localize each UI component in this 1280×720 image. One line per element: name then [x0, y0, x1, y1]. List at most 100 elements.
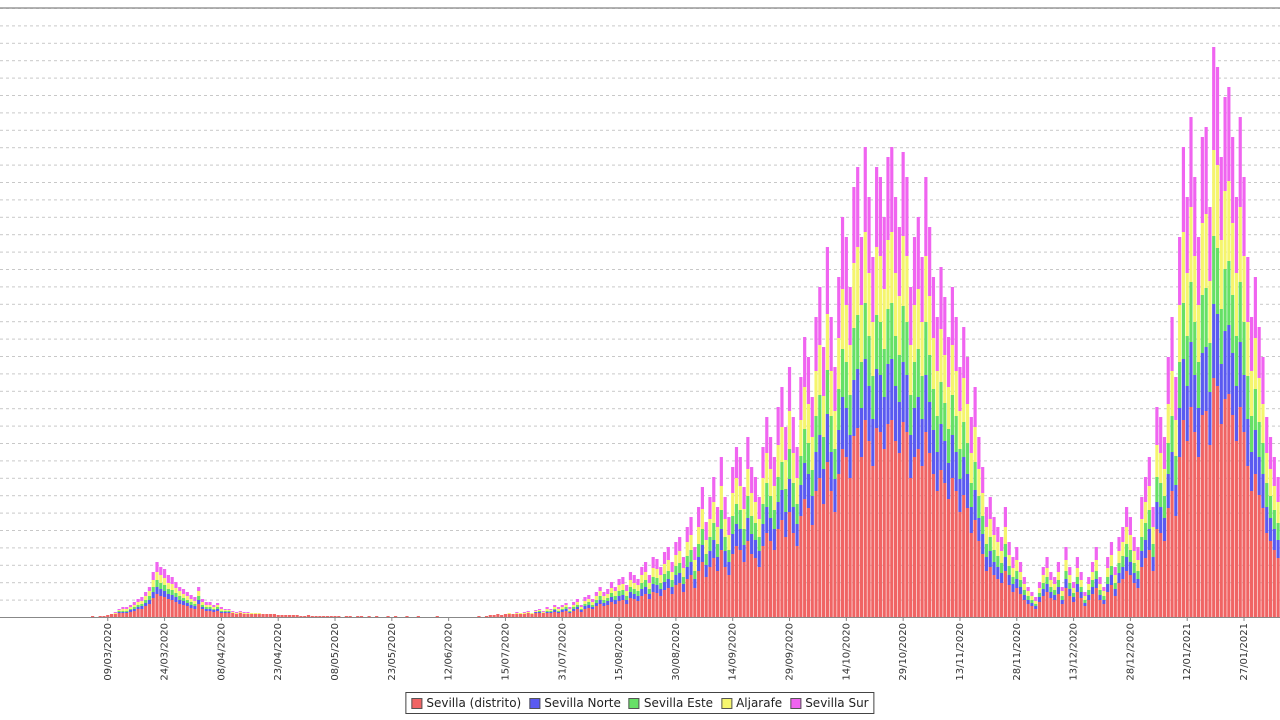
bar-segment	[1143, 523, 1148, 540]
bar-segment	[803, 337, 807, 387]
bar-segment	[636, 585, 640, 591]
bar-segment	[1159, 417, 1163, 453]
bar-segment	[125, 609, 129, 611]
bar-segment	[662, 582, 667, 590]
bar-segment	[962, 422, 966, 457]
bar-segment	[216, 609, 220, 611]
bar-segment	[579, 610, 583, 612]
bar-segment	[337, 616, 341, 617]
bar-segment	[825, 370, 829, 414]
bar-segment	[1007, 542, 1011, 555]
bar-segment	[1151, 527, 1155, 544]
bar-segment	[814, 491, 818, 617]
bar-segment	[1185, 386, 1189, 441]
bar-segment	[1246, 257, 1250, 322]
bar-segment	[613, 600, 617, 604]
bar-segment	[1045, 584, 1049, 592]
bar-segment	[742, 509, 746, 529]
bar-segment	[947, 463, 951, 499]
bar-segment	[1034, 601, 1038, 604]
bar-segment	[1026, 604, 1030, 617]
bar-segment	[886, 309, 890, 364]
bar-segment	[935, 491, 939, 617]
bar-segment	[1136, 588, 1140, 617]
bar-segment	[216, 605, 220, 607]
bar-segment	[833, 479, 837, 512]
bar-segment	[791, 507, 795, 533]
bar-segment	[931, 389, 936, 430]
bar-segment	[784, 427, 788, 460]
bar-segment	[708, 567, 712, 617]
bar-segment	[549, 610, 553, 611]
bar-segment	[1147, 529, 1151, 550]
bar-segment	[537, 613, 542, 617]
bar-segment	[606, 601, 610, 605]
bar-segment	[1109, 575, 1114, 585]
legend-label: Sevilla Sur	[805, 696, 869, 710]
bar-segment	[837, 389, 841, 430]
bar-segment	[1189, 342, 1193, 407]
bar-segment	[606, 589, 610, 594]
bar-segment	[659, 575, 663, 583]
bar-segment	[1257, 422, 1261, 457]
bar-segment	[246, 613, 250, 614]
bar-segment	[1125, 557, 1129, 571]
bar-segment	[1090, 594, 1095, 617]
bar-segment	[238, 612, 242, 613]
bar-segment	[765, 453, 769, 483]
bar-segment	[746, 469, 750, 496]
bar-segment	[697, 527, 701, 544]
bar-segment	[651, 557, 655, 568]
bar-segment	[155, 562, 159, 572]
bar-segment	[761, 447, 765, 478]
bar-segment	[780, 387, 784, 427]
bar-segment	[738, 510, 742, 529]
bar-segment	[556, 609, 561, 611]
bar-segment	[1030, 603, 1034, 606]
bar-segment	[984, 507, 989, 527]
bar-segment	[795, 546, 799, 617]
bar-segment	[537, 610, 542, 611]
bar-segment	[822, 504, 826, 617]
bar-segment	[1223, 331, 1227, 399]
bar-segment	[1003, 557, 1007, 571]
bar-segment	[848, 478, 852, 617]
bar-segment	[1030, 606, 1034, 617]
bar-segment	[613, 587, 617, 591]
bar-segment	[761, 478, 765, 504]
bar-segment	[212, 610, 216, 612]
bar-segment	[1034, 604, 1038, 606]
bar-segment	[814, 452, 818, 491]
bar-segment	[666, 571, 670, 579]
bar-segment	[193, 597, 197, 601]
legend-item: Sevilla (distrito)	[411, 696, 521, 710]
bar-segment	[996, 579, 1000, 617]
bar-segment	[1227, 325, 1231, 394]
bar-segment	[742, 562, 746, 617]
bar-segment	[1189, 282, 1193, 342]
bar-segment	[1143, 540, 1148, 558]
bar-segment	[344, 616, 348, 617]
bar-segment	[549, 611, 553, 612]
bar-segment	[958, 411, 962, 449]
bar-segment	[837, 474, 841, 617]
bar-segment	[738, 529, 742, 550]
bar-segment	[859, 362, 864, 408]
bar-segment	[871, 257, 875, 322]
bar-segment	[700, 562, 704, 617]
bar-segment	[1170, 317, 1174, 371]
bar-segment	[1106, 584, 1110, 592]
bar-segment	[825, 247, 829, 314]
bar-segment	[920, 322, 924, 376]
bar-segment	[935, 371, 939, 416]
bar-segment	[568, 609, 572, 611]
bar-segment	[147, 591, 152, 596]
bar-segment	[1227, 181, 1231, 261]
bar-segment	[787, 411, 792, 449]
bar-segment	[1000, 551, 1004, 563]
bar-segment	[128, 605, 133, 607]
bar-segment	[227, 611, 231, 612]
bar-segment	[1250, 491, 1254, 617]
bar-segment	[893, 441, 898, 617]
bar-segment	[863, 420, 867, 617]
